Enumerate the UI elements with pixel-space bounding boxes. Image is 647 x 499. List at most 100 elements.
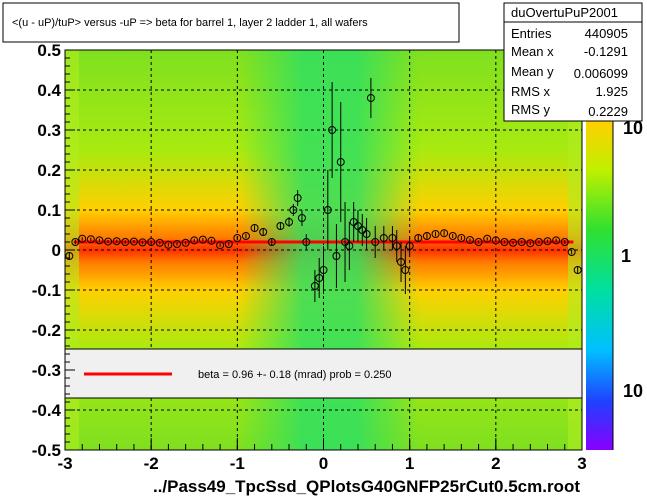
profile-marker <box>121 238 130 246</box>
profile-marker <box>483 234 492 243</box>
profile-marker <box>543 237 552 246</box>
profile-point <box>224 240 233 248</box>
profile-marker <box>181 238 190 247</box>
profile-marker <box>147 238 156 246</box>
profile-point <box>71 238 80 246</box>
profile-point <box>310 270 319 302</box>
stats-meanx-label: Mean x <box>511 44 554 59</box>
profile-point <box>491 236 500 245</box>
profile-marker <box>465 236 474 244</box>
profile-point <box>241 232 250 240</box>
profile-marker <box>302 238 311 246</box>
profile-point <box>207 236 216 245</box>
profile-marker <box>250 224 259 232</box>
profile-marker <box>315 274 324 282</box>
profile-marker <box>65 252 74 260</box>
profile-marker <box>233 234 242 242</box>
profile-point <box>567 248 576 256</box>
profile-point <box>474 238 483 246</box>
profile-marker <box>358 226 367 234</box>
stats-rmsx-value: 1.925 <box>595 84 628 99</box>
profile-marker <box>448 232 457 240</box>
profile-point <box>173 240 182 248</box>
profile-marker <box>353 222 362 230</box>
profile-point <box>315 258 324 298</box>
stats-name: duOvertuPuP2001 <box>511 5 618 20</box>
fit-legend-text: beta = 0.96 +- 0.18 (mrad) prob = 0.250 <box>198 369 392 381</box>
profile-marker <box>267 238 276 246</box>
fit-legend: beta = 0.96 +- 0.18 (mrad) prob = 0.250 <box>64 348 583 399</box>
profile-marker <box>104 237 113 246</box>
profile-point <box>543 237 552 246</box>
profile-point <box>65 252 74 260</box>
profile-marker <box>552 236 561 245</box>
profile-marker <box>129 237 138 246</box>
profile-marker <box>216 241 225 250</box>
y-tick-label: -0.4 <box>32 401 62 420</box>
profile-point <box>297 210 306 226</box>
profile-marker <box>155 238 164 247</box>
stats-entries-label: Entries <box>511 26 552 41</box>
stats-entries-value: 440905 <box>585 26 628 41</box>
profile-point <box>401 246 410 294</box>
x-tick-label: 3 <box>577 454 586 473</box>
profile-point <box>323 170 332 250</box>
x-tick-label: 1 <box>405 454 414 473</box>
profile-marker <box>310 282 319 290</box>
profile-points <box>65 78 582 302</box>
profile-marker <box>259 228 268 236</box>
profile-marker <box>138 238 147 247</box>
profile-point <box>440 229 449 238</box>
profile-marker <box>534 238 543 246</box>
profile-point <box>465 236 474 244</box>
profile-marker <box>112 237 121 246</box>
profile-marker <box>319 266 328 274</box>
profile-point <box>345 222 354 270</box>
profile-point <box>573 266 582 274</box>
stats-meany-value: 0.006099 <box>574 66 628 81</box>
profile-marker <box>474 238 483 246</box>
profile-point <box>216 241 225 250</box>
profile-marker <box>401 266 410 274</box>
profile-marker <box>276 222 285 230</box>
y-tick-label: 0.2 <box>37 161 61 180</box>
stats-box: duOvertuPuP2001 Entries 440905 Mean x -0… <box>503 2 643 122</box>
profile-point <box>302 234 311 250</box>
profile-marker <box>71 238 80 246</box>
profile-marker <box>567 248 576 256</box>
profile-point <box>526 239 535 248</box>
profile-marker <box>379 234 388 242</box>
profile-marker <box>371 238 380 246</box>
profile-point <box>388 226 397 250</box>
y-tick-label: -0.2 <box>32 321 61 340</box>
profile-marker <box>285 218 294 226</box>
profile-point <box>341 202 350 282</box>
profile-point <box>414 234 423 242</box>
profile-point <box>250 224 259 232</box>
profile-marker <box>405 242 414 250</box>
profile-point <box>371 226 380 258</box>
x-tick-label: -1 <box>230 454 245 473</box>
profile-marker <box>289 206 298 214</box>
profile-point <box>517 238 526 246</box>
profile-point <box>457 234 466 242</box>
y-tick-label: -0.5 <box>32 441 61 460</box>
colorbar-tick-10-bottom: 10 <box>623 381 643 401</box>
x-tick-label: 2 <box>491 454 500 473</box>
profile-marker <box>366 94 375 102</box>
profile-point <box>104 237 113 246</box>
profile-marker <box>526 239 535 248</box>
profile-point <box>181 238 190 247</box>
y-tick-label: 0.4 <box>37 81 61 100</box>
stats-rmsy-label: RMS y <box>511 102 551 117</box>
profile-marker <box>164 240 173 249</box>
profile-point <box>358 214 367 246</box>
profile-point <box>293 190 302 206</box>
profile-point <box>560 238 569 246</box>
profile-point <box>289 204 298 216</box>
profile-point <box>164 240 173 249</box>
title-box: <(u - uP)/tuP> versus -uP => beta for ba… <box>2 2 460 43</box>
profile-point <box>129 237 138 246</box>
profile-point <box>483 234 492 243</box>
